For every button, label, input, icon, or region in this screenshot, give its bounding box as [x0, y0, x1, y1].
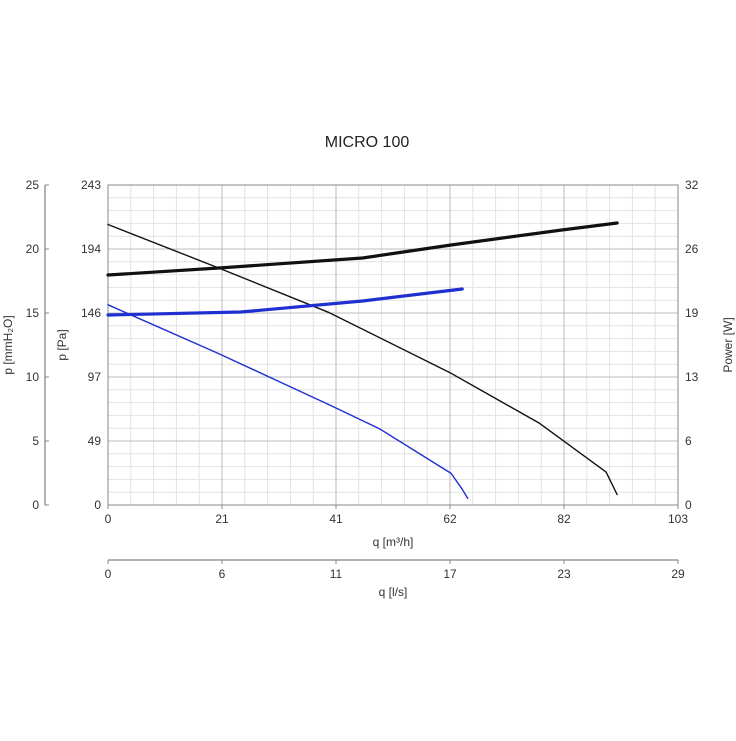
y-inner-tick-label: 49: [88, 434, 102, 448]
y-right-tick-label: 0: [685, 498, 692, 512]
y-inner-tick-label: 243: [81, 178, 101, 192]
y-outer-tick-label: 10: [26, 370, 40, 384]
x2-tick-label: 23: [557, 567, 571, 581]
x-tick-label: 0: [105, 512, 112, 526]
y-right-tick-label: 6: [685, 434, 692, 448]
pressure-curve-1: [107, 304, 469, 500]
x2-tick-label: 29: [671, 567, 685, 581]
x2-tick-label: 17: [443, 567, 457, 581]
power-curve-2: [106, 221, 619, 277]
x2-tick-label: 6: [219, 567, 226, 581]
chart-title: MICRO 100: [325, 134, 410, 151]
x2-axis-label: q [l/s]: [379, 585, 408, 599]
y-right-tick-label: 19: [685, 306, 699, 320]
y-right-tick-label: 32: [685, 178, 699, 192]
x2-tick-label: 0: [105, 567, 112, 581]
x-tick-label: 82: [557, 512, 571, 526]
y-right-tick-label: 26: [685, 242, 699, 256]
y-inner-tick-label: 0: [94, 498, 101, 512]
y-axis-label-right: Power [W]: [721, 317, 735, 372]
y-inner-tick-label: 194: [81, 242, 101, 256]
y-inner-tick-label: 97: [88, 370, 102, 384]
series-group: [106, 221, 619, 500]
y-axis-label-outer: p [mmH₂O]: [1, 315, 15, 374]
y-outer-tick-label: 15: [26, 306, 40, 320]
y-right-tick-label: 13: [685, 370, 699, 384]
grid: [108, 185, 678, 505]
y-inner-tick-label: 146: [81, 306, 101, 320]
y-outer-tick-label: 25: [26, 178, 40, 192]
x-tick-label: 21: [215, 512, 229, 526]
plot-frame: [44, 184, 679, 564]
y-outer-tick-label: 5: [32, 434, 39, 448]
x-tick-label: 62: [443, 512, 457, 526]
y-outer-tick-label: 20: [26, 242, 40, 256]
x-axis-label: q [m³/h]: [373, 535, 414, 549]
y-axis-label-inner: p [Pa]: [55, 329, 69, 360]
x2-tick-label: 11: [330, 567, 343, 581]
x-tick-label: 41: [329, 512, 343, 526]
plot-border: [107, 184, 679, 506]
x-tick-label: 103: [668, 512, 688, 526]
power-curve-3: [106, 287, 464, 317]
y-outer-tick-label: 0: [32, 498, 39, 512]
